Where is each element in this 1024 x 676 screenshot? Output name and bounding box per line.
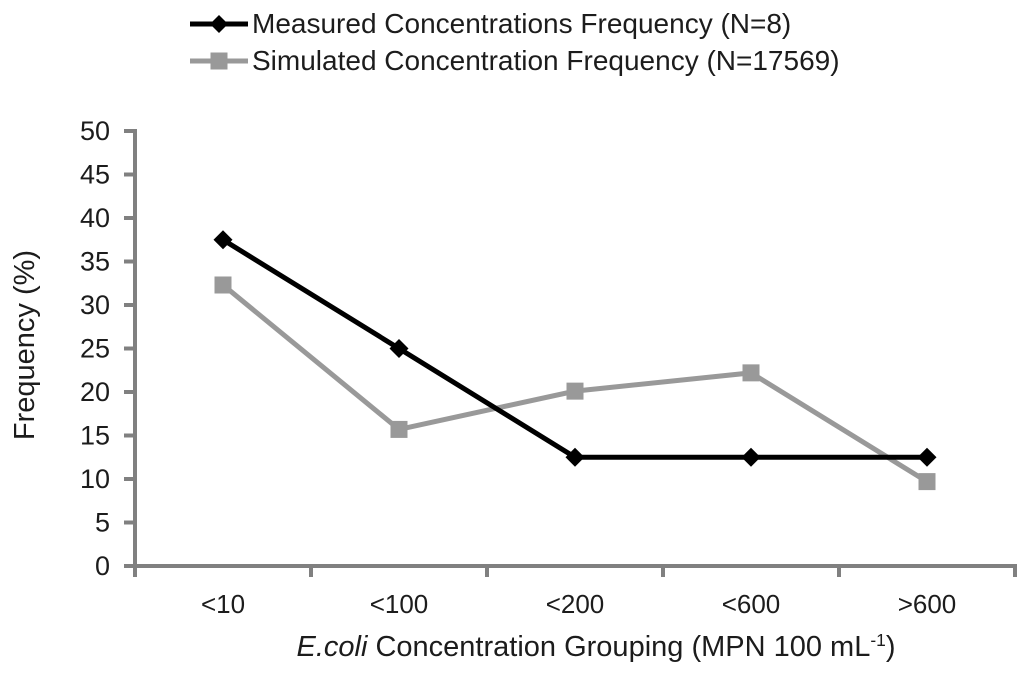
simulated-series-swatch: [190, 52, 248, 69]
x-category-label: <100: [370, 589, 429, 619]
square-data-point: [566, 382, 584, 400]
y-tick-label: 40: [80, 203, 110, 233]
legend: Measured Concentrations Frequency (N=8) …: [188, 5, 840, 79]
x-category-label: <600: [722, 589, 781, 619]
x-category-label: <10: [201, 589, 245, 619]
y-tick-label: 50: [80, 116, 110, 146]
axes: [124, 129, 1017, 577]
y-tick-label: 20: [80, 377, 110, 407]
x-axis-title: E.coli Concentration Grouping (MPN 100 m…: [166, 630, 1024, 664]
diamond-data-point: [565, 447, 585, 467]
x-category-label: <200: [546, 589, 605, 619]
data-series: [213, 230, 937, 491]
y-tick-label: 5: [95, 508, 110, 538]
square-data-point: [918, 473, 936, 491]
y-tick-label: 35: [80, 247, 110, 277]
series-line-measured: [221, 237, 927, 460]
legend-label-simulated: Simulated Concentration Frequency (N=175…: [252, 44, 840, 76]
measured-series-swatch: [190, 14, 248, 33]
x-axis-title-superscript: -1: [870, 630, 886, 651]
diamond-data-point: [213, 230, 233, 250]
y-tick-label: 15: [80, 421, 110, 451]
legend-item-simulated: Simulated Concentration Frequency (N=175…: [188, 42, 840, 79]
y-tick-label: 45: [80, 160, 110, 190]
y-axis-title: Frequency (%): [9, 250, 41, 440]
square-data-point: [214, 276, 232, 294]
y-tick-label: 25: [80, 334, 110, 364]
y-axis-tick-labels: 0 5 10 15 20 25 30 35 40 45 50: [80, 116, 110, 581]
x-axis-title-text: Concentration Grouping (MPN 100 mL: [367, 631, 871, 663]
x-category-label: >600: [898, 589, 957, 619]
y-tick-label: 0: [95, 551, 110, 581]
legend-label-measured: Measured Concentrations Frequency (N=8): [252, 7, 792, 39]
diamond-marker-icon: [210, 14, 228, 33]
y-tick-label: 30: [80, 290, 110, 320]
diamond-data-point: [389, 339, 409, 358]
x-axis-title-italic: E.coli: [296, 631, 368, 663]
diamond-data-point: [741, 447, 761, 467]
x-axis-category-labels: <10 <100 <200 <600 >600: [201, 589, 956, 619]
legend-item-measured: Measured Concentrations Frequency (N=8): [188, 5, 840, 42]
square-marker-icon: [210, 52, 228, 69]
y-tick-label: 10: [80, 464, 110, 494]
square-data-point: [742, 364, 760, 382]
square-data-point: [390, 420, 408, 438]
x-axis-title-suffix: ): [885, 631, 896, 663]
diamond-data-point: [917, 447, 937, 467]
